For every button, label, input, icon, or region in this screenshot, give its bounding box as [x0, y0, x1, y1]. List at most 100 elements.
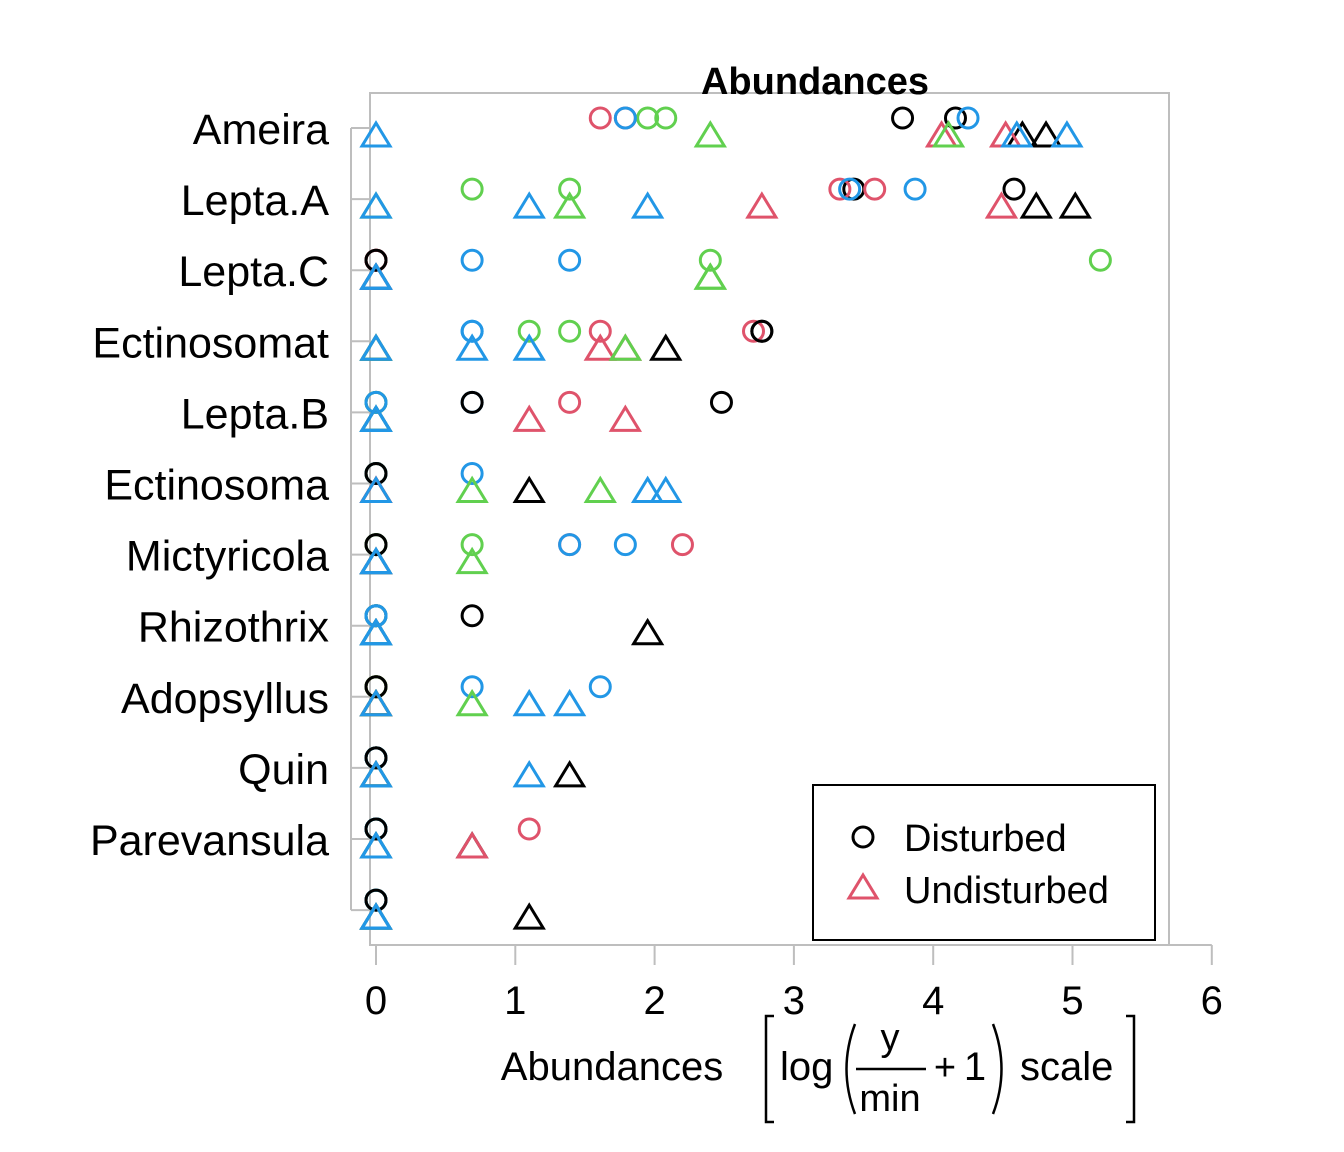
x-label-paren-left	[845, 1023, 857, 1115]
point-undisturbed-red	[359, 546, 393, 575]
x-tick-label: 3	[783, 979, 805, 1023]
point-undisturbed-blue	[359, 902, 393, 930]
point-undisturbed-blue	[359, 902, 393, 930]
point-disturbed-blue	[460, 248, 484, 272]
x-tick-label: 6	[1201, 979, 1223, 1023]
point-undisturbed-blue	[359, 831, 393, 859]
point-undisturbed-green	[455, 688, 489, 717]
point-disturbed-blue	[460, 675, 484, 699]
legend-disturbed-label: Disturbed	[904, 818, 1067, 860]
legend-undisturbed-marker	[846, 872, 880, 900]
point-undisturbed-green	[455, 546, 489, 575]
point-undisturbed-blue	[359, 262, 393, 290]
point-disturbed-black	[1002, 177, 1026, 201]
point-undisturbed-green	[359, 760, 393, 788]
point-disturbed-green	[460, 177, 484, 201]
x-tick-label: 2	[643, 979, 665, 1023]
y-axis: Ameira Lepta.A Lepta.C Ectinosomat Lepta.B Ec…	[90, 106, 370, 912]
x-label-one: 1	[964, 1045, 986, 1089]
point-undisturbed-blue	[552, 688, 587, 717]
point-undisturbed-blue	[630, 191, 665, 219]
point-undisturbed-red	[608, 333, 643, 361]
point-undisturbed-blue	[512, 688, 546, 717]
point-undisturbed-red	[359, 902, 393, 930]
point-undisturbed-blue	[359, 404, 393, 432]
point-disturbed-black	[750, 319, 774, 343]
x-tick-label: 1	[504, 979, 526, 1023]
point-undisturbed-green	[455, 475, 489, 503]
point-undisturbed-green	[608, 333, 643, 361]
x-label-suffix: scale	[1020, 1045, 1113, 1089]
point-disturbed-black	[943, 106, 967, 130]
point-disturbed-blue	[364, 604, 388, 628]
x-label-denominator: min	[859, 1078, 920, 1120]
point-undisturbed-black	[359, 333, 393, 361]
point-undisturbed-blue	[1050, 120, 1084, 148]
point-undisturbed-red	[583, 333, 617, 361]
point-undisturbed-red	[359, 546, 393, 575]
point-disturbed-blue	[613, 533, 637, 557]
point-undisturbed-blue	[359, 617, 393, 646]
point-undisturbed-blue	[359, 120, 393, 148]
point-disturbed-green	[636, 106, 660, 130]
point-undisturbed-red	[359, 688, 393, 717]
point-undisturbed-red	[359, 902, 393, 930]
point-undisturbed-black	[552, 760, 587, 788]
y-tick-label: Ectinosomat	[92, 319, 329, 367]
y-tick-label: Rhizothrix	[138, 604, 330, 652]
point-undisturbed-blue	[359, 404, 393, 432]
point-disturbed-red	[828, 177, 852, 201]
point-undisturbed-red	[359, 475, 393, 503]
point-disturbed-black	[364, 533, 388, 557]
point-disturbed-blue	[460, 319, 484, 343]
point-undisturbed-blue	[359, 333, 393, 361]
point-undisturbed-black	[359, 902, 393, 930]
x-label-numerator: y	[881, 1017, 900, 1059]
point-undisturbed-black	[359, 831, 393, 859]
point-disturbed-black	[364, 817, 388, 841]
point-undisturbed-blue	[359, 688, 393, 717]
point-disturbed-black	[364, 888, 388, 912]
point-disturbed-black	[460, 604, 484, 628]
point-disturbed-black	[364, 462, 388, 485]
x-label-func: log	[780, 1045, 833, 1089]
point-undisturbed-blue	[359, 902, 393, 930]
point-undisturbed-blue	[359, 262, 393, 290]
y-tick-label: Parevansula	[90, 817, 329, 865]
point-undisturbed-black	[512, 475, 546, 503]
point-disturbed-blue	[364, 390, 388, 414]
point-undisturbed-blue	[455, 333, 489, 361]
point-undisturbed-red	[359, 617, 393, 646]
point-undisturbed-green	[931, 120, 966, 148]
point-disturbed-blue	[903, 177, 927, 201]
x-label-paren-right	[991, 1023, 1003, 1115]
point-undisturbed-black	[359, 404, 393, 432]
point-undisturbed-black	[359, 688, 393, 717]
point-undisturbed-red	[359, 475, 393, 503]
legend-box	[812, 784, 1156, 941]
point-undisturbed-green	[359, 688, 393, 717]
point-disturbed-red	[742, 319, 766, 343]
point-undisturbed-black	[359, 546, 393, 575]
point-undisturbed-black	[649, 333, 683, 361]
point-undisturbed-black	[455, 831, 489, 859]
point-undisturbed-blue	[359, 262, 393, 290]
point-undisturbed-red	[359, 617, 393, 646]
point-undisturbed-red	[608, 404, 643, 432]
point-disturbed-green	[558, 319, 582, 343]
point-undisturbed-blue	[512, 333, 546, 361]
point-disturbed-green	[698, 248, 722, 272]
chart-title: Abundances	[701, 61, 929, 103]
x-axis: 0 1 2 3 4 5 6	[365, 944, 1223, 1023]
point-undisturbed-red	[984, 191, 1019, 219]
y-tick-label: Lepta.A	[181, 177, 330, 225]
y-tick-label: Adopsyllus	[121, 675, 329, 723]
point-disturbed-red	[588, 319, 612, 343]
point-undisturbed-blue	[630, 475, 665, 503]
y-tick-label: Lepta.B	[181, 390, 329, 438]
point-undisturbed-red	[359, 262, 393, 290]
point-undisturbed-green	[583, 475, 617, 503]
point-undisturbed-red	[359, 262, 393, 290]
point-undisturbed-blue	[359, 760, 393, 788]
